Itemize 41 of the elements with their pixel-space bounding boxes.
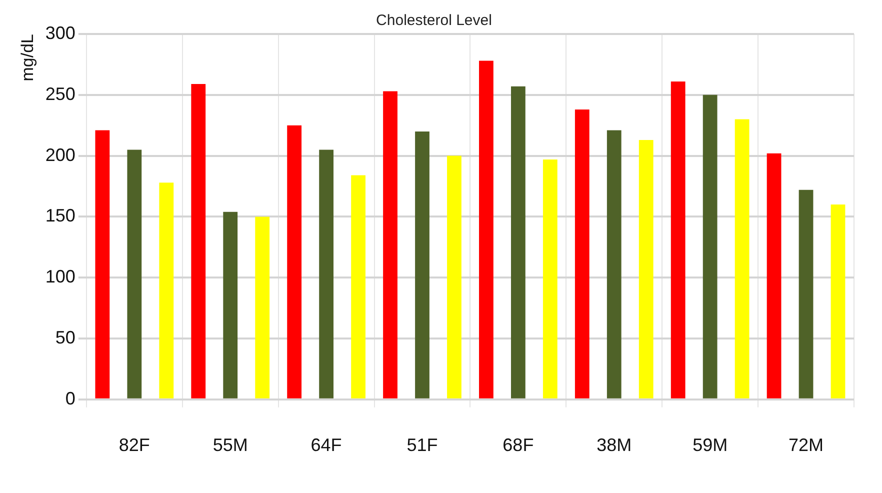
x-tick-label: 59M (692, 435, 728, 456)
bar (287, 125, 302, 398)
y-tick-label: 0 (65, 388, 76, 408)
bar (766, 153, 782, 398)
y-tick-label: 200 (45, 144, 76, 165)
bar (830, 204, 846, 398)
y-tick-label: 50 (55, 327, 76, 348)
bar (191, 84, 206, 398)
x-tick-label: 82F (118, 435, 150, 456)
bar (606, 130, 622, 398)
y-tick-label: 300 (45, 22, 76, 43)
y-tick-label: 100 (45, 266, 76, 287)
x-tick-label: 68F (502, 435, 534, 456)
bar (95, 130, 110, 398)
bar (383, 91, 398, 398)
bar (670, 82, 686, 398)
bar (447, 156, 462, 398)
y-tick-label: 250 (45, 84, 76, 104)
bar (479, 60, 494, 398)
bar (574, 110, 590, 398)
x-tick-label: 38M (596, 435, 632, 456)
bar (415, 131, 430, 398)
y-axis-title: mg/dL (18, 34, 37, 82)
chart-title: Cholesterol Level (376, 12, 492, 30)
bar (159, 182, 174, 398)
x-tick-label: 72M (788, 435, 824, 456)
bar (734, 119, 750, 398)
bar (510, 86, 526, 398)
x-tick-label: 51F (406, 435, 438, 456)
bar (702, 94, 718, 398)
x-tick-label: 64F (310, 435, 342, 456)
bar (638, 140, 654, 398)
bar (255, 216, 270, 398)
bar (223, 212, 238, 398)
bar (319, 150, 334, 398)
bar (127, 150, 142, 398)
y-tick-label: 150 (45, 206, 76, 226)
x-tick-label: 55M (212, 435, 248, 456)
bar (542, 159, 558, 398)
bar (351, 175, 366, 398)
bar (798, 190, 814, 398)
